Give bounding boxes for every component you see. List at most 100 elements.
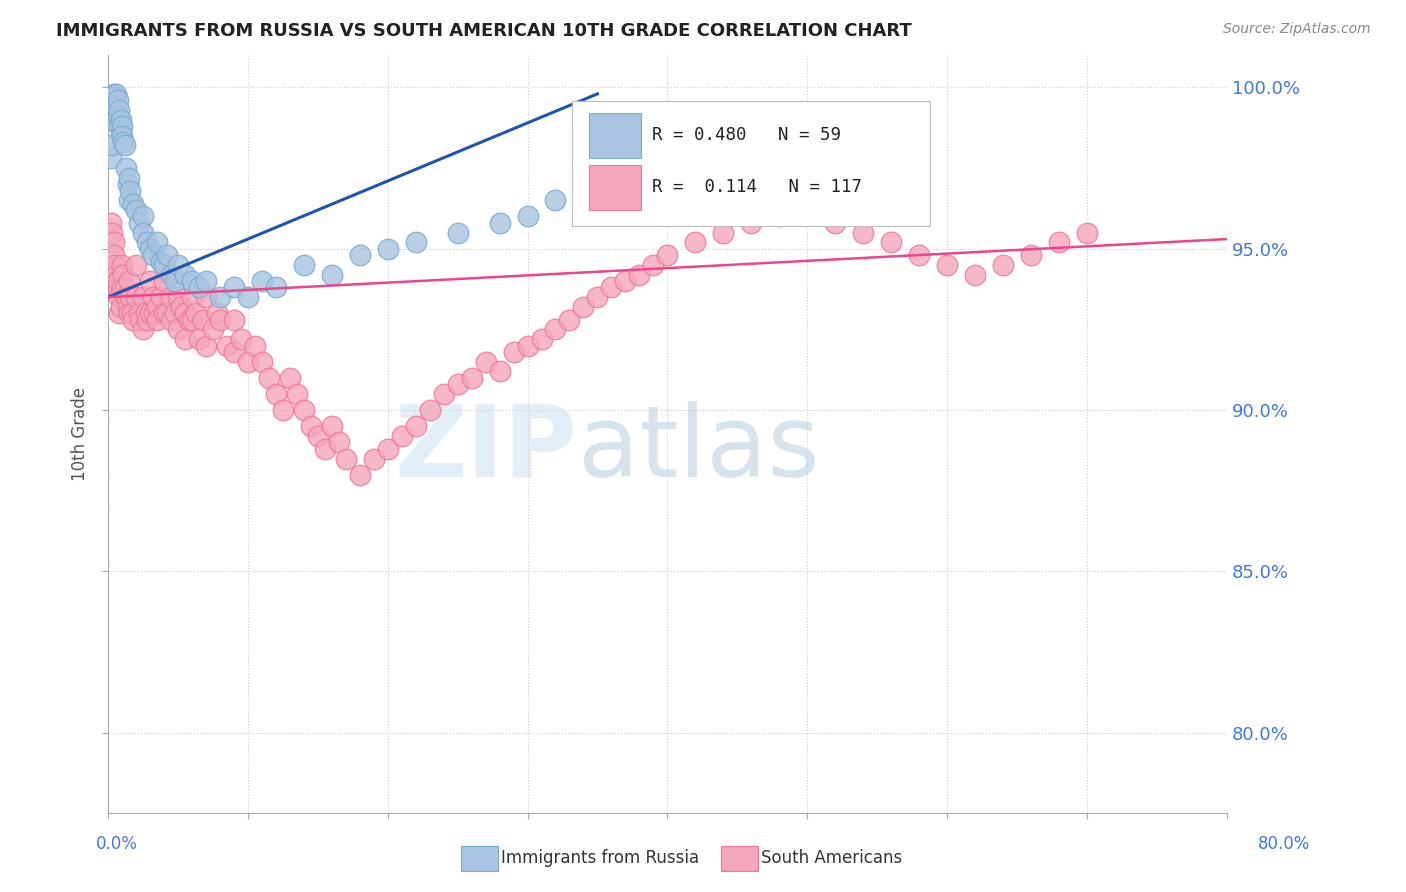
Point <box>104 93 127 107</box>
Point <box>201 322 224 336</box>
Point <box>146 300 169 314</box>
Point <box>963 268 986 282</box>
Point <box>104 90 127 104</box>
Point <box>132 290 155 304</box>
Point <box>685 235 707 250</box>
Text: atlas: atlas <box>578 401 820 498</box>
Point <box>111 119 134 133</box>
Text: 80.0%: 80.0% <box>1258 835 1310 853</box>
Point <box>657 248 679 262</box>
Point <box>142 248 165 262</box>
Point <box>314 442 336 456</box>
Point <box>125 202 148 217</box>
Point <box>586 184 609 198</box>
Point <box>129 312 152 326</box>
Point <box>377 242 399 256</box>
Point <box>614 274 637 288</box>
Point <box>292 403 315 417</box>
Y-axis label: 10th Grade: 10th Grade <box>72 387 89 482</box>
Point <box>153 306 176 320</box>
Point <box>150 254 173 268</box>
Point <box>180 312 202 326</box>
Point <box>101 226 124 240</box>
Point <box>187 332 209 346</box>
Point <box>117 300 139 314</box>
FancyBboxPatch shape <box>589 165 641 210</box>
Point <box>139 274 162 288</box>
Point <box>187 280 209 294</box>
Text: 0.0%: 0.0% <box>96 835 138 853</box>
Point <box>112 135 135 149</box>
Point <box>100 216 122 230</box>
Point <box>194 274 217 288</box>
Point <box>215 338 238 352</box>
Point <box>108 290 131 304</box>
Point <box>307 429 329 443</box>
Text: R =  0.114   N = 117: R = 0.114 N = 117 <box>652 178 862 196</box>
Point <box>107 93 129 107</box>
Point <box>488 364 510 378</box>
Point <box>125 290 148 304</box>
Point <box>104 103 127 117</box>
Point <box>236 290 259 304</box>
Point <box>122 196 145 211</box>
Point <box>180 290 202 304</box>
Point <box>167 322 190 336</box>
Text: R = 0.480   N = 59: R = 0.480 N = 59 <box>652 126 841 145</box>
Point <box>167 258 190 272</box>
Point <box>104 274 127 288</box>
Point <box>824 216 846 230</box>
Point <box>205 306 228 320</box>
Point <box>460 371 482 385</box>
Point <box>107 280 129 294</box>
Point <box>150 290 173 304</box>
Point <box>544 322 567 336</box>
Point <box>139 306 162 320</box>
Point <box>174 332 197 346</box>
Point <box>165 274 187 288</box>
Point <box>132 226 155 240</box>
Point <box>194 338 217 352</box>
Point <box>243 338 266 352</box>
Point <box>278 371 301 385</box>
Point <box>174 268 197 282</box>
Point <box>177 312 200 326</box>
Point <box>474 354 496 368</box>
Point <box>117 178 139 192</box>
Point <box>101 112 124 127</box>
Point <box>544 194 567 208</box>
Point <box>146 235 169 250</box>
Point <box>115 161 138 175</box>
Point <box>208 312 231 326</box>
Point <box>796 202 818 217</box>
Point <box>105 87 128 101</box>
FancyBboxPatch shape <box>572 101 931 226</box>
Point <box>142 290 165 304</box>
Point <box>118 194 141 208</box>
Point <box>208 290 231 304</box>
Point <box>502 345 524 359</box>
Point <box>586 290 609 304</box>
Point <box>236 354 259 368</box>
Point <box>558 312 581 326</box>
Point <box>103 87 125 101</box>
Point <box>174 306 197 320</box>
Point <box>118 170 141 185</box>
Point <box>257 371 280 385</box>
Point <box>103 96 125 111</box>
Text: Source: ZipAtlas.com: Source: ZipAtlas.com <box>1223 22 1371 37</box>
Point <box>488 216 510 230</box>
Point <box>108 306 131 320</box>
Point <box>936 258 959 272</box>
FancyBboxPatch shape <box>589 112 641 158</box>
Point <box>156 306 179 320</box>
Point <box>229 332 252 346</box>
Point <box>880 235 903 250</box>
Point <box>335 451 357 466</box>
Point <box>600 280 623 294</box>
Point <box>516 338 538 352</box>
Point <box>146 312 169 326</box>
Point <box>321 268 343 282</box>
Point <box>165 306 187 320</box>
Point <box>264 387 287 401</box>
